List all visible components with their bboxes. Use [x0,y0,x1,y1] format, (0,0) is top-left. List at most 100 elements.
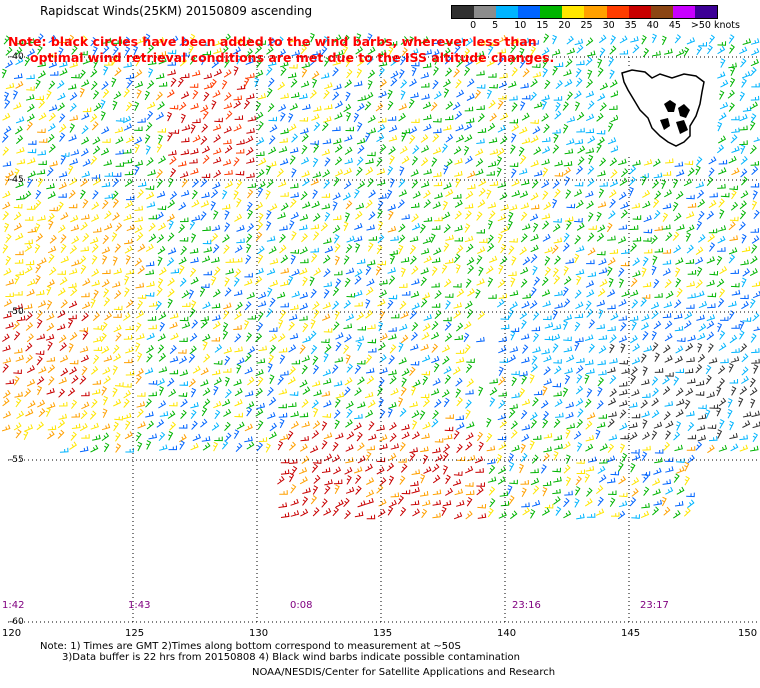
wind-barb [554,398,563,407]
wind-barb [166,213,175,222]
wind-barb [47,364,56,374]
wind-barb [544,322,554,329]
wind-barb [26,333,34,343]
wind-barb [401,431,410,440]
wind-barb [727,398,733,408]
wind-barb [301,364,308,375]
wind-barb [12,320,20,330]
wind-barb [181,321,191,329]
wind-barb [739,200,747,210]
wind-barb [37,70,46,79]
wind-barb [279,244,287,254]
wind-barb [751,281,760,287]
wind-barb [158,57,167,65]
wind-barb [5,46,13,56]
wind-barb [509,144,516,154]
wind-barb [334,169,344,177]
wind-barb [400,311,409,319]
wind-barb [357,326,366,331]
wind-barb [665,430,672,440]
wind-barb [258,157,267,166]
wind-barb [148,68,154,78]
wind-barb [530,119,539,124]
wind-barb [498,391,507,397]
wind-barb [628,186,634,197]
wind-barb [452,366,461,375]
wind-barb [729,432,738,440]
wind-barb [731,127,740,133]
wind-barb [289,64,298,69]
wind-barb [554,160,563,167]
wind-barb [654,292,663,298]
wind-barb [376,168,386,176]
wind-barb [137,265,145,275]
wind-barb [79,446,89,453]
wind-barb [302,276,308,287]
wind-barb [335,341,342,352]
wind-barb [134,143,140,153]
wind-barb [728,254,736,264]
wind-barb [234,268,242,278]
lat-lon-grid [8,56,760,623]
wind-barb [103,297,111,307]
wind-barb [386,189,393,200]
wind-barb [224,287,232,297]
wind-barb [190,442,199,451]
wind-barb [299,224,308,231]
wind-barb [454,210,462,220]
wind-barb [727,408,733,419]
wind-barb [476,70,485,76]
wind-barb [289,220,295,230]
wind-barb [124,46,131,56]
wind-barb [89,410,97,420]
wind-barb [136,310,144,319]
legend-label: 0 [470,20,477,31]
wind-barb [519,370,528,377]
wind-barb [111,281,121,288]
wind-barb [323,432,333,440]
wind-barb [277,476,285,485]
wind-barb [551,333,561,341]
wind-barb [652,255,658,265]
wind-barb [453,302,462,309]
wind-barb [213,68,222,77]
wind-barb [310,140,319,145]
wind-barb [190,257,199,264]
wind-barb [15,270,25,276]
wind-barb [507,220,513,230]
wind-barb [609,497,616,507]
wind-barb [553,496,561,505]
wind-barb [431,356,440,364]
wind-barb [379,477,387,487]
wind-barb [288,123,297,132]
wind-barb [475,56,484,65]
wind-barb [213,266,221,276]
wind-barb [718,342,727,351]
wind-barb [37,300,47,308]
wind-barb [255,267,264,275]
wind-barb [651,409,660,419]
wind-barb [167,377,175,387]
wind-barb [695,181,705,189]
wind-barb [708,228,718,234]
wind-barb [125,195,135,201]
wind-barb [433,128,442,134]
wind-barb [236,421,245,430]
wind-barb [564,148,574,155]
wind-barb [389,432,397,442]
wind-barb [71,73,80,79]
wind-barb [684,461,690,472]
wind-barb [665,466,674,473]
wind-barb [312,507,320,517]
wind-barb [255,408,264,417]
wind-barb [423,168,432,175]
wind-barb [697,266,703,277]
wind-barb [2,161,12,167]
wind-barb [464,66,471,76]
wind-barb [332,441,339,452]
wind-barb [420,145,430,153]
wind-barb [520,154,527,165]
wind-barb [145,122,153,132]
wind-barb [268,246,277,254]
wind-barb [310,495,318,505]
